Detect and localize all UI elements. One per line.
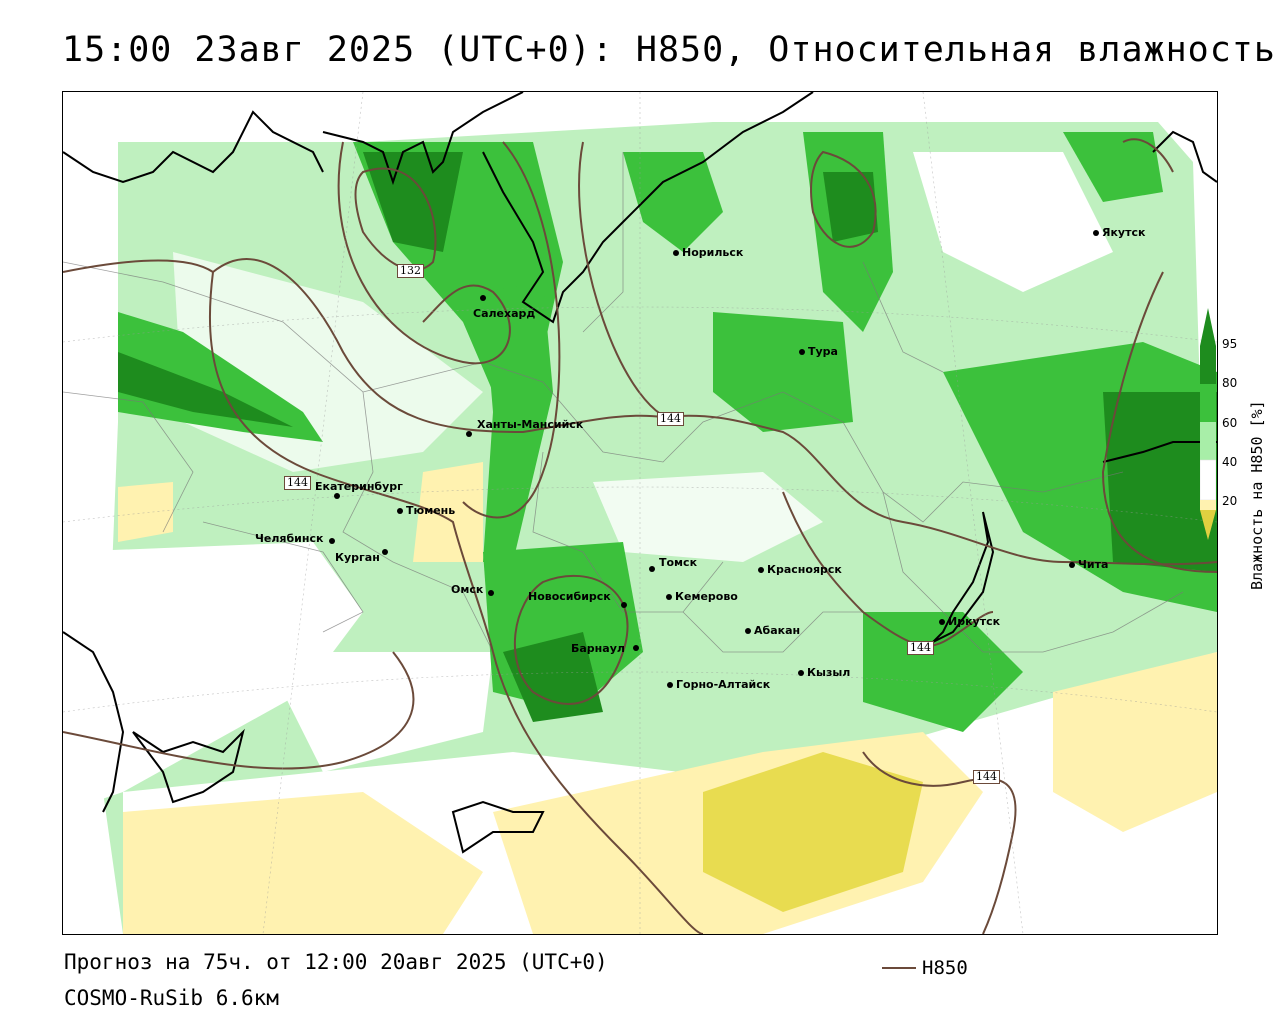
city-marker: Кемерово (666, 590, 738, 603)
city-label: Омск (451, 583, 483, 596)
city-label: Екатеринбург (315, 480, 403, 493)
city-marker: Якутск (1093, 226, 1145, 239)
city-marker (649, 562, 658, 575)
city-label: Барнаул (571, 642, 625, 655)
contour-legend: H850 (882, 957, 968, 979)
city-marker (382, 545, 391, 558)
city-marker (480, 291, 489, 304)
contour-label: 144 (973, 770, 1000, 784)
city-label: Салехард (473, 307, 535, 320)
city-marker: Кызыл (798, 666, 850, 679)
city-marker (329, 534, 338, 547)
city-marker: Тюмень (397, 504, 455, 517)
city-marker: Абакан (745, 624, 800, 637)
city-marker (488, 586, 497, 599)
city-label: Челябинск (255, 532, 323, 545)
city-marker: Горно-Алтайск (667, 678, 770, 691)
city-marker: Иркутск (939, 615, 1000, 628)
contour-legend-label: H850 (922, 957, 968, 979)
city-label: Новосибирск (528, 590, 611, 603)
city-marker (633, 641, 642, 654)
city-label: Курган (335, 551, 380, 564)
humidity-colorbar (1200, 308, 1216, 540)
city-marker: Норильск (673, 246, 743, 259)
colorbar-tick: 40 (1222, 455, 1237, 469)
colorbar-tick: 20 (1222, 494, 1237, 508)
city-marker (621, 598, 630, 611)
map-canvas: Якутск Норильск Салехард Тура Ханты-Манс… (62, 91, 1218, 935)
colorbar-tick: 80 (1222, 376, 1237, 390)
city-marker: Чита (1069, 558, 1108, 571)
model-info: COSMO-RuSib 6.6км (64, 986, 279, 1010)
city-label: Томск (659, 556, 697, 569)
forecast-info: Прогноз на 75ч. от 12:00 20авг 2025 (UTC… (64, 950, 608, 974)
colorbar-tick: 95 (1222, 337, 1237, 351)
colorbar-title: Влажность на H850 [%] (1248, 400, 1266, 590)
city-label: Ханты-Мансийск (477, 418, 583, 431)
colorbar-tick: 60 (1222, 416, 1237, 430)
contour-line-swatch (882, 967, 916, 969)
map-title: 15:00 23авг 2025 (UTC+0): H850, Относите… (62, 30, 1276, 70)
city-marker (466, 427, 475, 440)
humidity-field (63, 92, 1217, 934)
contour-label: 144 (907, 641, 934, 655)
city-marker: Красноярск (758, 563, 842, 576)
contour-label: 144 (284, 476, 311, 490)
city-marker (334, 489, 343, 502)
contour-label: 144 (657, 412, 684, 426)
city-marker: Тура (799, 345, 838, 358)
contour-label: 132 (397, 264, 424, 278)
